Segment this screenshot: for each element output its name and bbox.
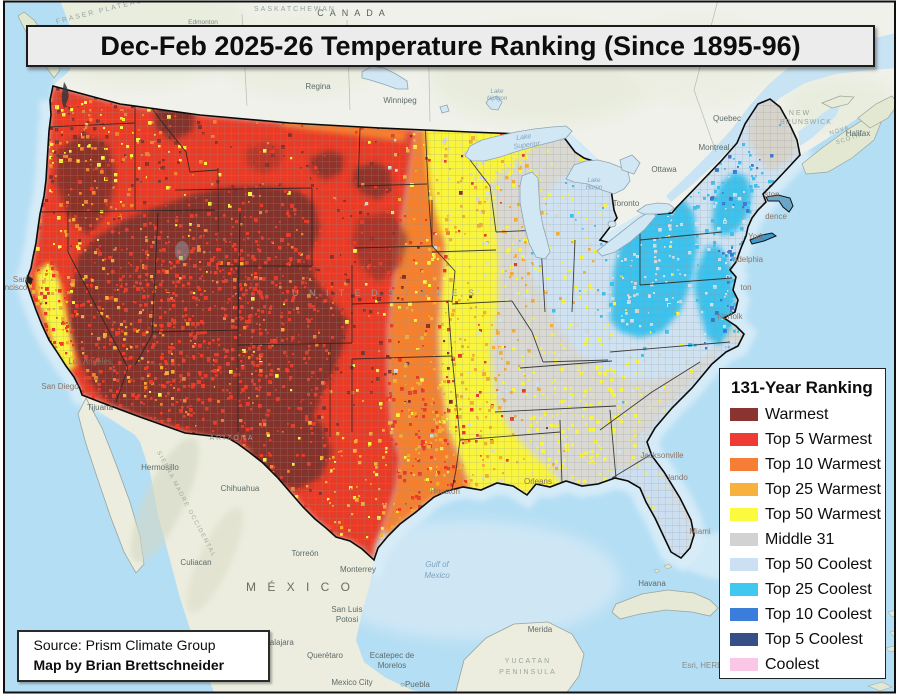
svg-text:Mexico City: Mexico City — [331, 678, 372, 687]
svg-text:U N I T E D S T A T E S: U N I T E D S T A T E S — [292, 288, 478, 298]
svg-text:Gulf of: Gulf of — [425, 560, 449, 569]
svg-text:Norfolk: Norfolk — [717, 312, 743, 321]
svg-text:BRUNSWICK: BRUNSWICK — [780, 119, 832, 126]
svg-text:Torreón: Torreón — [291, 549, 318, 558]
svg-text:San Luis: San Luis — [331, 605, 362, 614]
svg-text:C A N A D A: C A N A D A — [317, 8, 387, 18]
svg-text:Houston: Houston — [430, 487, 460, 496]
svg-text:ton: ton — [740, 283, 751, 292]
svg-text:Ottawa: Ottawa — [651, 165, 677, 174]
svg-text:adelphia: adelphia — [733, 255, 764, 264]
svg-text:Lake: Lake — [587, 178, 601, 184]
svg-text:Chihuahua: Chihuahua — [221, 484, 260, 493]
svg-text:Orleans: Orleans — [524, 477, 552, 486]
svg-text:M É X I C O: M É X I C O — [246, 579, 354, 594]
svg-text:Montreal: Montreal — [698, 143, 729, 152]
svg-text:NEW: NEW — [789, 110, 811, 117]
svg-text:YUCATAN: YUCATAN — [505, 658, 551, 665]
svg-text:ARIZONA: ARIZONA — [209, 435, 254, 442]
svg-text:PENINSULA: PENINSULA — [499, 669, 557, 676]
svg-text:Huron: Huron — [586, 185, 603, 191]
svg-text:Mexico: Mexico — [424, 571, 450, 580]
svg-text:San Diego: San Diego — [41, 382, 79, 391]
svg-text:Potosi: Potosi — [336, 615, 358, 624]
svg-text:Esri, HERE: Esri, HERE — [682, 661, 722, 670]
svg-text:Quebec: Quebec — [713, 114, 741, 123]
svg-text:Ecatepec de: Ecatepec de — [370, 651, 415, 660]
svg-text:Culiacan: Culiacan — [180, 558, 211, 567]
svg-text:dence: dence — [765, 212, 787, 221]
svg-text:ncisco: ncisco — [5, 283, 28, 292]
svg-text:Toronto: Toronto — [613, 199, 640, 208]
svg-text:lando: lando — [668, 473, 688, 482]
svg-text:San: San — [13, 275, 27, 284]
svg-text:Superior: Superior — [513, 140, 541, 151]
svg-text:Merida: Merida — [528, 625, 553, 634]
svg-text:Regina: Regina — [305, 82, 331, 91]
svg-text:Miami: Miami — [689, 527, 711, 536]
svg-text:ston: ston — [764, 190, 779, 199]
svg-text:○Puebla: ○Puebla — [400, 680, 430, 689]
svg-text:Winnipeg: Winnipeg — [383, 96, 416, 105]
svg-text:Los Angeles: Los Angeles — [68, 357, 112, 366]
svg-text:Morelos: Morelos — [378, 661, 406, 670]
svg-text:Lake: Lake — [516, 133, 532, 142]
svg-text:Guadalajara: Guadalajara — [250, 638, 294, 647]
svg-text:Jacksonville: Jacksonville — [640, 451, 684, 460]
svg-text:Querétaro: Querétaro — [307, 651, 344, 660]
svg-text:Hermosillo: Hermosillo — [141, 463, 179, 472]
svg-text:Lake: Lake — [490, 89, 504, 95]
svg-text:Havana: Havana — [638, 579, 666, 588]
svg-text:Nipigon: Nipigon — [487, 96, 508, 102]
svg-text:Monterrey: Monterrey — [340, 565, 376, 574]
svg-text:Edmonton: Edmonton — [188, 19, 218, 26]
svg-text:SASKATCHEWAN: SASKATCHEWAN — [254, 6, 336, 13]
svg-text:York: York — [748, 232, 765, 241]
svg-text:Halifax: Halifax — [846, 129, 870, 138]
svg-text:Tijuana: Tijuana — [87, 403, 113, 412]
